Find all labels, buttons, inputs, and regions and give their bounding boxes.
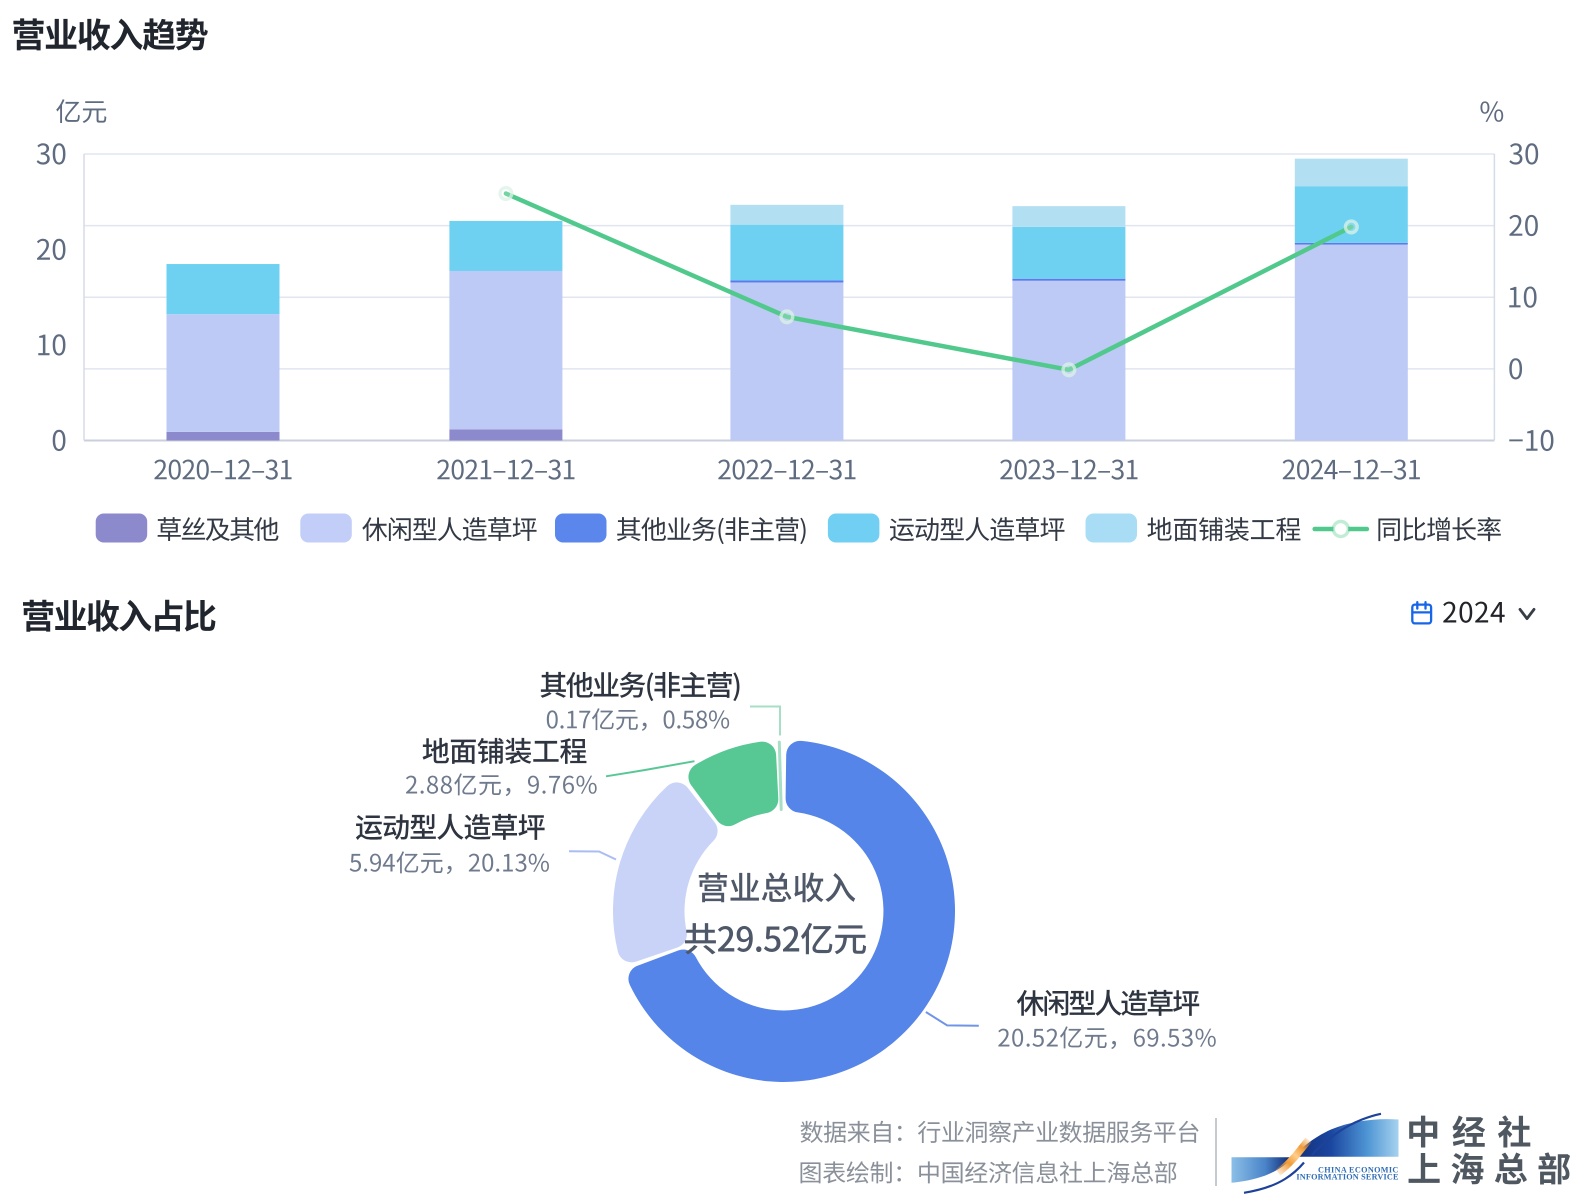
svg-text:INFORMATION SERVICE: INFORMATION SERVICE: [1296, 1173, 1399, 1182]
svg-text:CHINA ECONOMIC: CHINA ECONOMIC: [1318, 1165, 1399, 1174]
